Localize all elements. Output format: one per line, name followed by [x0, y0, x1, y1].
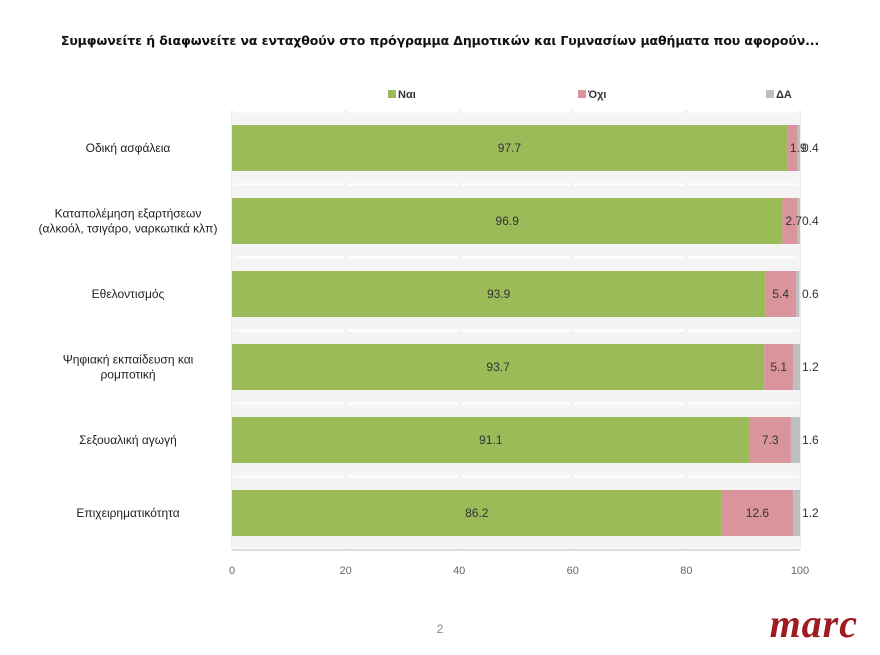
x-axis-ticks: 0 20 40 60 80 100 [229, 549, 809, 577]
bar-segment-yes [232, 490, 722, 536]
legend-swatch-yes [388, 90, 396, 98]
value-labels: 97.7 1.90.496.9 2.7 0.493.9 5.4 0.693.7 5.1 1.2… [465, 141, 819, 520]
category-label: Ψηφιακή εκπαίδευση και [63, 353, 194, 367]
bar-segment-yes [232, 271, 766, 317]
category-label: (αλκοόλ, τσιγάρο, ναρκωτικά κλπ) [39, 222, 218, 236]
category-label: Οδική ασφάλεια [86, 141, 171, 155]
x-tick-label: 40 [453, 565, 465, 577]
bar-segment-no [721, 490, 794, 536]
value-label-yes: 86.2 [465, 506, 489, 520]
bar-segment-dk [797, 198, 800, 244]
category-label: ρομποτική [100, 368, 155, 382]
value-label-dk: 1.6 [802, 433, 819, 447]
legend-label-no: Όχι [587, 89, 606, 101]
value-label-no: 12.6 [746, 506, 770, 520]
category-label: Σεξουαλική αγωγή [79, 433, 177, 447]
bar-segment-yes [232, 198, 783, 244]
value-label-yes: 93.7 [486, 360, 510, 374]
gridlines [231, 110, 801, 550]
category-label: Καταπολέμηση εξαρτήσεων [55, 207, 202, 221]
category-bands [232, 112, 800, 549]
value-label-yes: 96.9 [496, 214, 520, 228]
value-label-no: 1.9 [790, 141, 807, 155]
value-label-yes: 91.1 [479, 433, 503, 447]
x-tick-label: 60 [567, 565, 579, 577]
bar-segment-no [786, 125, 798, 171]
bar-segment-no [749, 417, 791, 463]
value-label-yes: 93.9 [487, 287, 511, 301]
page-number: 2 [436, 622, 444, 636]
legend-label-yes: Ναι [398, 89, 416, 101]
value-label-no: 7.3 [762, 433, 779, 447]
value-label-no: 5.1 [770, 360, 787, 374]
value-label-dk: 1.2 [802, 360, 819, 374]
category-label: Εθελοντισμός [92, 287, 165, 301]
bar-segment-yes [232, 417, 750, 463]
value-label-dk: 0.4 [802, 214, 819, 228]
value-label-dk: 0.4 [802, 141, 819, 155]
marc-logo: marc [769, 601, 858, 646]
x-tick-label: 100 [791, 565, 809, 577]
value-label-no: 2.7 [785, 214, 802, 228]
category-label: Επιχειρηματικότητα [76, 506, 179, 520]
value-label-yes: 97.7 [498, 141, 522, 155]
bar-segment-dk [796, 271, 800, 317]
chart-title: Συμφωνείτε ή διαφωνείτε να ενταχθούν στο… [60, 33, 820, 48]
category-labels: Οδική ασφάλεια Καταπολέμηση εξαρτήσεων(αλ… [39, 141, 218, 520]
bar-segment-yes [232, 344, 765, 390]
x-tick-label: 20 [339, 565, 351, 577]
bar-segment-dk [790, 417, 800, 463]
bar-segment-dk [793, 344, 800, 390]
value-label-dk: 1.2 [802, 506, 819, 520]
bar-segment-dk [793, 490, 800, 536]
legend-swatch-dk [766, 90, 774, 98]
value-label-no: 5.4 [772, 287, 789, 301]
bar-segment-no [765, 271, 797, 317]
bar-segment-yes [232, 125, 787, 171]
x-tick-label: 80 [680, 565, 692, 577]
bars [232, 125, 800, 536]
legend: Ναι Όχι ΔΑ [388, 89, 792, 101]
x-tick-label: 0 [229, 565, 235, 577]
bar-segment-no [764, 344, 794, 390]
legend-label-dk: ΔΑ [776, 89, 792, 101]
bar-segment-no [782, 198, 798, 244]
bar-segment-dk [797, 125, 800, 171]
legend-swatch-no [578, 90, 586, 98]
value-label-dk: 0.6 [802, 287, 819, 301]
